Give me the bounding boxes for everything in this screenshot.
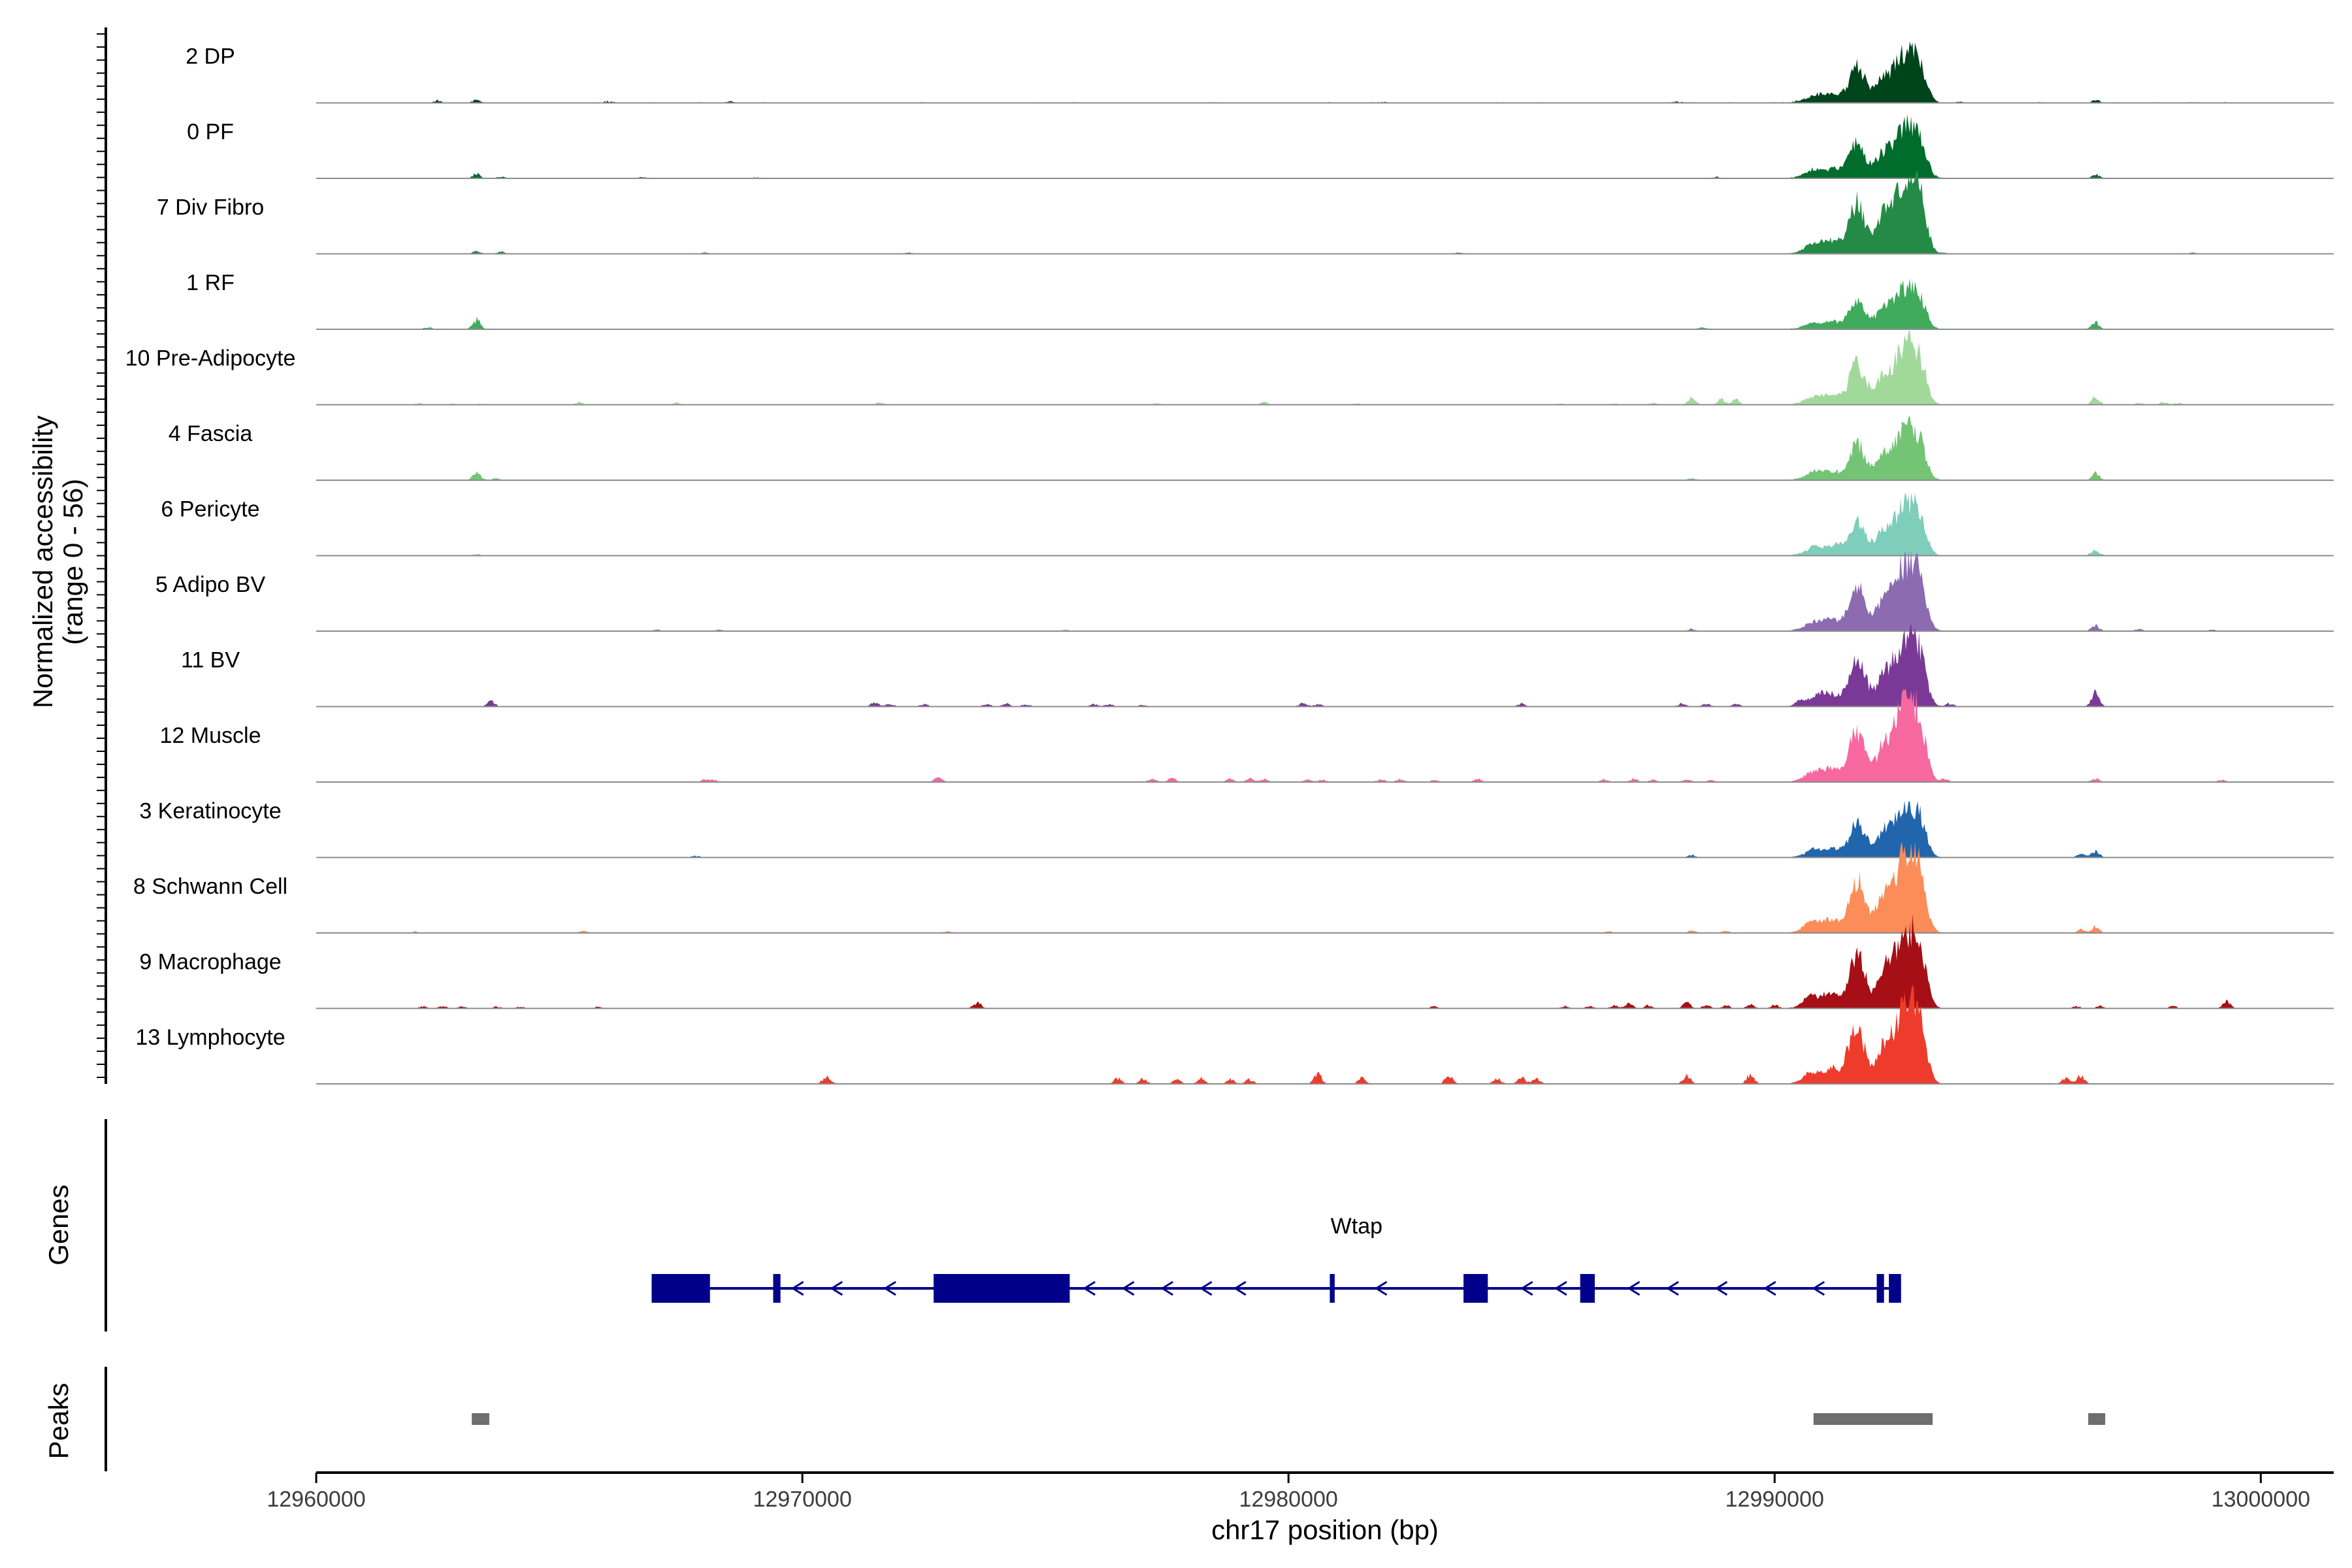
track-label: 12 Muscle — [160, 723, 261, 748]
track-label: 4 Fascia — [169, 421, 253, 446]
y-axis-label-line1: Normalized accessibility — [27, 416, 58, 708]
strand-arrow — [1374, 1281, 1388, 1296]
track-9-macrophage: 9 Macrophage — [139, 913, 2334, 1009]
strand-arrow — [1121, 1281, 1135, 1296]
track-label: 7 Div Fibro — [157, 195, 264, 220]
strand-arrow — [1627, 1281, 1641, 1296]
gene-exon — [773, 1274, 781, 1303]
strand-arrow — [1520, 1281, 1533, 1296]
strand-arrow — [1763, 1281, 1776, 1296]
track-label: 0 PF — [187, 120, 234, 144]
track-13-lymphocyte: 13 Lymphocyte — [135, 985, 2334, 1085]
track-11-bv: 11 BV — [181, 623, 2334, 708]
track-5-adipo-bv: 5 Adipo BV — [155, 549, 2334, 632]
track-label: 11 BV — [181, 648, 240, 673]
x-axis: 12960000 12970000 12980000 12990000 13000000 — [267, 1471, 2334, 1512]
x-tick-label: 12990000 — [1725, 1487, 1824, 1512]
gene-exon — [1463, 1274, 1488, 1303]
track-label: 2 DP — [186, 44, 235, 69]
gene-name-label: Wtap — [1331, 1214, 1382, 1239]
track-label: 6 Pericyte — [161, 497, 259, 522]
coverage-area — [413, 800, 2261, 858]
gene-exon — [1889, 1274, 1901, 1303]
x-tick-label: 12970000 — [753, 1487, 851, 1512]
x-axis-label: chr17 position (bp) — [1211, 1514, 1439, 1545]
peak-region — [2088, 1413, 2106, 1425]
x-tick-label: 12960000 — [267, 1487, 365, 1512]
genes-panel-label: Genes — [43, 1184, 74, 1266]
track-1-rf: 1 RF — [186, 270, 2334, 330]
track-3-keratinocyte: 3 Keratinocyte — [139, 799, 2334, 858]
peak-region — [472, 1413, 489, 1425]
genes-panel: Wtap — [105, 1119, 1901, 1331]
track-label: 8 Schwann Cell — [133, 874, 287, 899]
track-8-schwann-cell: 8 Schwann Cell — [133, 841, 2334, 934]
strand-arrow — [1812, 1281, 1825, 1296]
coverage-area — [413, 985, 2261, 1084]
strand-arrow — [1666, 1281, 1679, 1296]
track-6-pericyte: 6 Pericyte — [161, 492, 2334, 557]
track-label: 1 RF — [186, 270, 235, 295]
gene-exon — [1580, 1274, 1595, 1303]
strand-arrow — [791, 1281, 804, 1296]
strand-arrow — [1083, 1281, 1096, 1296]
track-label: 9 Macrophage — [139, 950, 281, 975]
strand-arrow — [1199, 1281, 1213, 1296]
strand-arrow — [1554, 1281, 1567, 1296]
track-2-dp: 2 DP — [186, 41, 2334, 104]
strand-arrow — [830, 1281, 843, 1296]
gene-exon — [1876, 1274, 1884, 1303]
coverage-area — [413, 278, 2261, 329]
x-tick-label: 13000000 — [2212, 1487, 2310, 1512]
strand-arrow — [1160, 1281, 1173, 1296]
coverage-area — [413, 41, 2261, 103]
strand-arrow — [883, 1281, 896, 1296]
coverage-area — [413, 170, 2261, 254]
track-4-fascia: 4 Fascia — [169, 416, 2334, 481]
x-tick-label: 12980000 — [1239, 1487, 1338, 1512]
track-label: 10 Pre-Adipocyte — [125, 346, 296, 371]
strand-arrow — [1233, 1281, 1247, 1296]
coverage-panel: 2 DP 0 PF 7 Div Fibro 1 RF 10 Pre-Adipocyte 4… — [97, 27, 2334, 1085]
peaks-panel — [105, 1367, 2106, 1471]
track-7-div-fibro: 7 Div Fibro — [157, 170, 2334, 255]
coverage-area — [413, 688, 2261, 782]
coverage-area — [413, 841, 2261, 933]
coverage-area — [413, 913, 2261, 1009]
peak-region — [1813, 1413, 1933, 1425]
track-label: 3 Keratinocyte — [139, 799, 281, 824]
strand-arrow — [1714, 1281, 1728, 1296]
track-0-pf: 0 PF — [187, 114, 2334, 179]
gene-exon — [1330, 1274, 1335, 1303]
track-10-pre-adipocyte: 10 Pre-Adipocyte — [125, 330, 2334, 406]
gene-exon — [651, 1274, 710, 1303]
track-label: 5 Adipo BV — [155, 572, 266, 597]
gene-exon — [934, 1274, 1070, 1303]
track-12-muscle: 12 Muscle — [160, 688, 2334, 783]
peaks-panel-label: Peaks — [43, 1383, 74, 1460]
coverage-area — [413, 549, 2261, 631]
y-axis-label-line2: (range 0 - 56) — [57, 479, 88, 645]
track-label: 13 Lymphocyte — [135, 1025, 285, 1050]
